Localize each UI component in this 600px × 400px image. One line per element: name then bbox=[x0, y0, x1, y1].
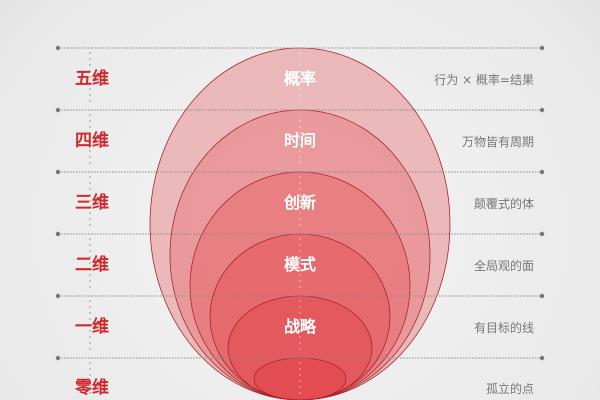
level-description: 颠覆式的体 bbox=[473, 197, 534, 211]
dimension-label: 零维 bbox=[75, 378, 109, 398]
line-end-dot bbox=[539, 293, 545, 299]
line-end-dot bbox=[55, 45, 61, 51]
level-description: 全局观的面 bbox=[473, 259, 534, 273]
ellipse-level bbox=[209, 233, 391, 400]
core-concept: 创新 bbox=[283, 193, 316, 212]
line-end-dot bbox=[539, 231, 545, 237]
core-concept: 战略 bbox=[283, 317, 316, 336]
line-end-dot bbox=[539, 169, 545, 175]
line-end-dot bbox=[55, 293, 61, 299]
level-description: 孤立的点 bbox=[485, 382, 534, 396]
core-concept: 时间 bbox=[283, 131, 316, 150]
ellipse-level bbox=[169, 109, 431, 400]
dimension-label: 三维 bbox=[75, 193, 109, 213]
line-end-dot bbox=[539, 45, 545, 51]
core-concept: 模式 bbox=[283, 255, 316, 274]
level-description: 行为 × 概率=结果 bbox=[434, 73, 534, 87]
line-end-dot bbox=[55, 355, 61, 361]
dimension-label: 二维 bbox=[75, 255, 109, 275]
dimension-label: 一维 bbox=[75, 317, 109, 337]
core-concept: 概率 bbox=[283, 69, 316, 88]
dimension-label: 四维 bbox=[75, 131, 109, 151]
line-end-dot bbox=[539, 355, 545, 361]
level-description: 万物皆有周期 bbox=[461, 135, 534, 149]
ellipse-level bbox=[253, 357, 347, 400]
dimension-label: 五维 bbox=[75, 69, 109, 89]
line-end-dot bbox=[539, 107, 545, 113]
level-description: 有目标的线 bbox=[473, 321, 534, 335]
line-end-dot bbox=[55, 231, 61, 237]
line-end-dot bbox=[55, 107, 61, 113]
line-end-dot bbox=[55, 169, 61, 175]
